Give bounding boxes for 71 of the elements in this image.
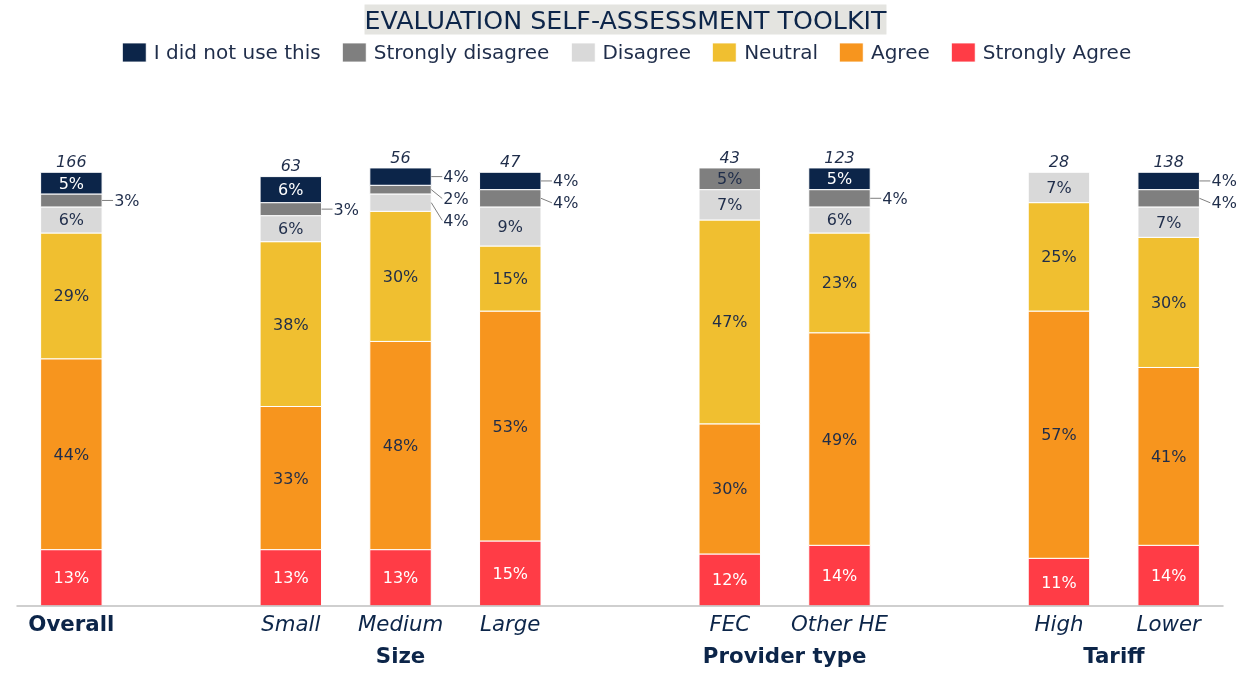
data-label: 13% <box>273 568 309 588</box>
data-label: 14% <box>1150 566 1187 586</box>
legend-label: I did not use this <box>153 40 321 64</box>
data-label: 29% <box>53 286 90 306</box>
data-label: 41% <box>1150 446 1187 466</box>
legend-label: Strongly Agree <box>982 40 1132 64</box>
legend-label: Agree <box>870 40 930 64</box>
annotation: 47 <box>500 152 522 172</box>
legend-label: Disagree <box>602 40 692 64</box>
data-label: 5% <box>58 173 85 193</box>
data-label: 30% <box>382 266 419 286</box>
data-label: 13% <box>53 568 90 588</box>
x-tick-label: Medium <box>357 611 444 637</box>
data-label: 33% <box>273 468 309 488</box>
data-label: 30% <box>1150 292 1187 312</box>
data-label: 6% <box>826 210 853 230</box>
data-label: 4% <box>1211 171 1237 191</box>
data-label: 38% <box>273 314 309 334</box>
data-label: 11% <box>1041 572 1077 592</box>
x-tick-label: Other HE <box>791 611 889 637</box>
x-tick-label: FEC <box>709 611 751 637</box>
x-tick-label: High <box>1034 611 1084 637</box>
data-label: 4% <box>443 210 469 230</box>
x-tick-label: Small <box>261 611 321 637</box>
legend-label: Neutral <box>744 40 818 64</box>
data-label: 53% <box>492 416 529 436</box>
data-label: 13% <box>382 568 419 588</box>
data-label: 23% <box>821 273 858 293</box>
data-label: 4% <box>553 171 579 191</box>
annotation: 138 <box>1153 152 1184 172</box>
x-tick-label: Lower <box>1136 611 1203 637</box>
data-label: 4% <box>1211 193 1237 213</box>
x-tick-label: Overall <box>28 611 115 637</box>
data-label: 5% <box>717 169 743 189</box>
data-label: 15% <box>492 269 529 289</box>
text: Size <box>375 643 426 669</box>
annotation: 63 <box>280 156 301 176</box>
x-tick-label: Large <box>480 611 541 637</box>
data-label: 6% <box>58 210 85 230</box>
data-label: 57% <box>1041 425 1077 445</box>
data-label: 7% <box>1046 177 1072 197</box>
text: Provider type <box>702 643 867 669</box>
data-label: 30% <box>711 479 748 499</box>
data-label: 7% <box>1155 212 1182 232</box>
data-label: 12% <box>711 570 748 590</box>
annotation: 28 <box>1048 152 1070 172</box>
data-label: 44% <box>53 444 90 464</box>
data-label: 48% <box>382 436 419 456</box>
data-label: 3% <box>114 190 140 210</box>
text: Tariff <box>1083 643 1146 669</box>
data-label: 47% <box>711 312 748 332</box>
annotation: 123 <box>824 147 855 167</box>
data-label: 5% <box>826 169 853 189</box>
data-label: 25% <box>1041 247 1077 267</box>
data-label: 3% <box>333 199 359 219</box>
data-label: 4% <box>882 188 908 208</box>
data-label: 2% <box>443 189 469 209</box>
annotation: 43 <box>719 147 740 167</box>
data-label: 15% <box>492 563 529 583</box>
data-label: 49% <box>821 429 858 449</box>
data-label: 14% <box>821 566 858 586</box>
data-label: 6% <box>278 219 304 239</box>
data-label: 6% <box>278 180 304 200</box>
data-label: 7% <box>717 195 743 215</box>
annotation: 56 <box>390 147 411 167</box>
legend-label: Strongly disagree <box>373 40 550 64</box>
data-label: 4% <box>553 193 579 213</box>
chart-title: EVALUATION SELF-ASSESSMENT TOOLKIT <box>364 4 888 35</box>
data-label: 9% <box>497 216 523 236</box>
data-label: 4% <box>443 167 469 187</box>
annotation: 166 <box>56 152 87 172</box>
